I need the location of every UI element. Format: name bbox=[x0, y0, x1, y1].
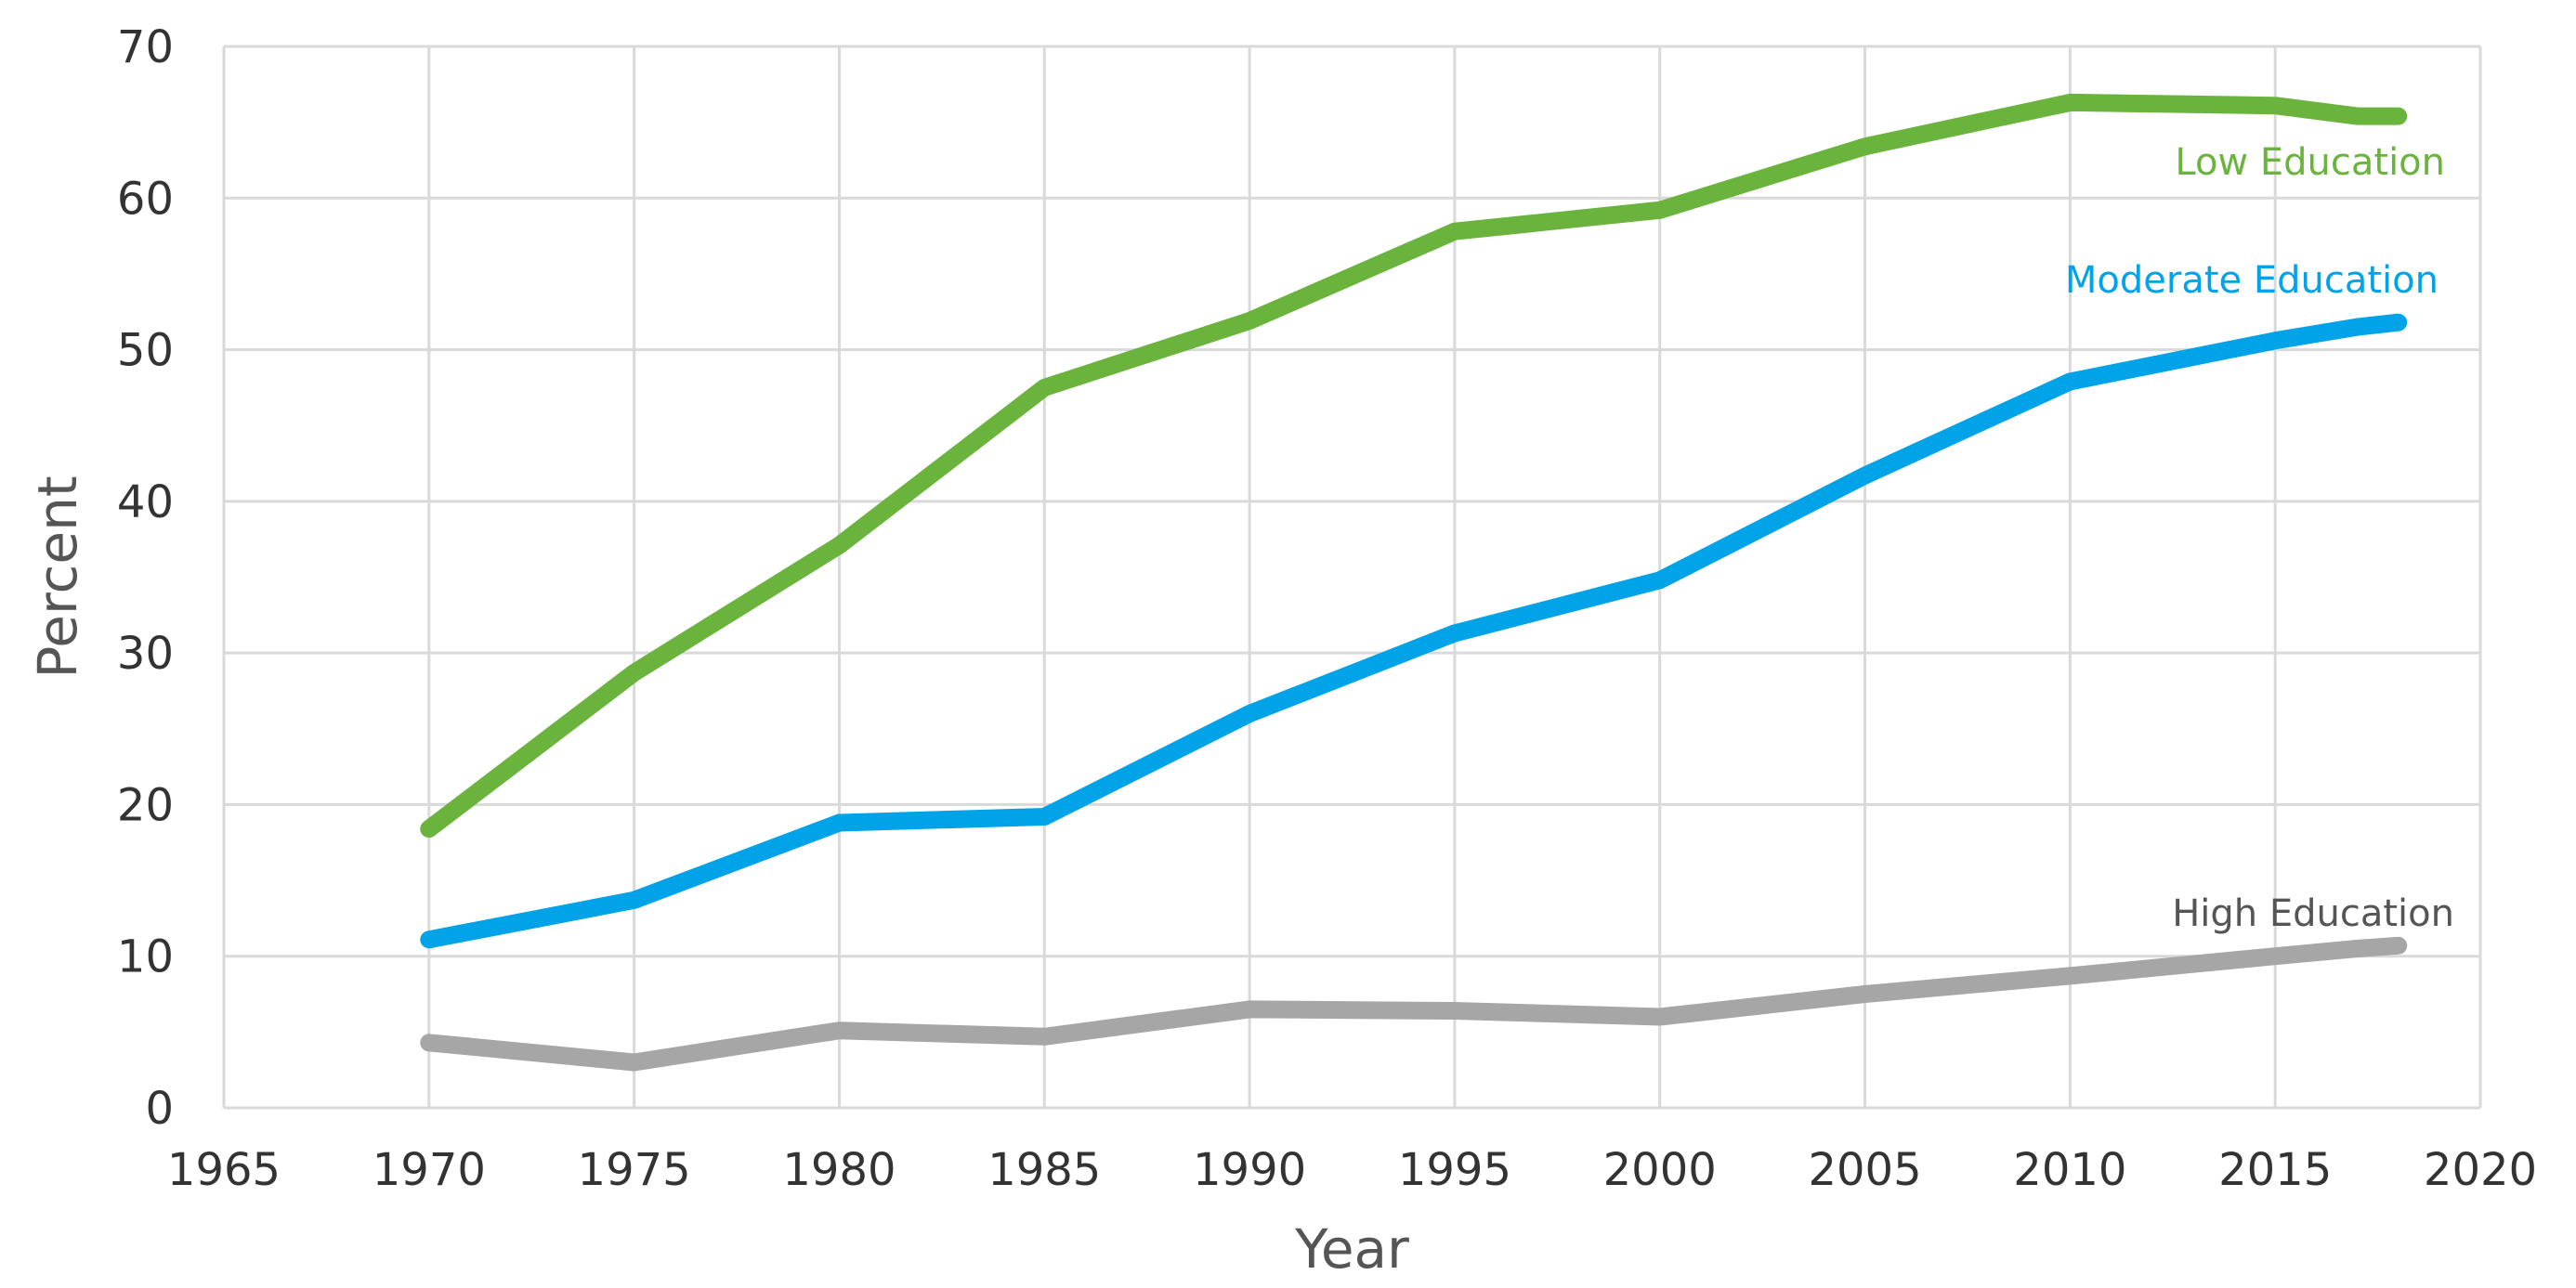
series-line-low-education bbox=[420, 93, 2408, 839]
y-tick-label: 10 bbox=[117, 931, 174, 983]
series-line-moderate-education bbox=[420, 313, 2408, 949]
y-tick-label: 70 bbox=[117, 21, 174, 73]
x-tick-label: 2005 bbox=[1808, 1144, 1921, 1196]
y-tick-label: 40 bbox=[117, 476, 174, 528]
series-line-high-education bbox=[420, 936, 2408, 1072]
x-tick-label: 2010 bbox=[2013, 1144, 2126, 1196]
x-tick-label: 1985 bbox=[987, 1144, 1101, 1196]
x-tick-label: 2015 bbox=[2218, 1144, 2332, 1196]
series-label-moderate-education: Moderate Education bbox=[2065, 259, 2439, 302]
x-axis-ticks: 1965 1970 1975 1980 1985 1990 1995 2000 2005 2010… bbox=[167, 1144, 2537, 1196]
grid bbox=[222, 45, 2482, 1110]
series-label-low-education: Low Education bbox=[2175, 141, 2445, 184]
y-axis-ticks: 0 10 20 30 40 50 60 70 bbox=[117, 21, 174, 1135]
x-tick-label: 2000 bbox=[1603, 1144, 1717, 1196]
x-tick-label: 1980 bbox=[782, 1144, 896, 1196]
series-labels: Low Education Moderate Education High Educ… bbox=[2065, 141, 2454, 935]
x-tick-label: 1970 bbox=[373, 1144, 486, 1196]
y-tick-label: 30 bbox=[117, 628, 174, 680]
y-tick-label: 20 bbox=[117, 779, 174, 831]
x-tick-label: 2020 bbox=[2424, 1144, 2537, 1196]
series-group bbox=[420, 93, 2408, 1072]
x-tick-label: 1990 bbox=[1193, 1144, 1306, 1196]
x-tick-label: 1975 bbox=[578, 1144, 691, 1196]
y-tick-label: 0 bbox=[145, 1083, 174, 1135]
x-axis-title: Year bbox=[1294, 1217, 1409, 1281]
series-label-high-education: High Education bbox=[2172, 892, 2454, 935]
x-tick-label: 1995 bbox=[1398, 1144, 1511, 1196]
y-tick-label: 50 bbox=[117, 325, 174, 377]
x-tick-label: 1965 bbox=[167, 1144, 281, 1196]
y-axis-title: Percent bbox=[26, 475, 89, 678]
y-tick-label: 60 bbox=[117, 173, 174, 225]
